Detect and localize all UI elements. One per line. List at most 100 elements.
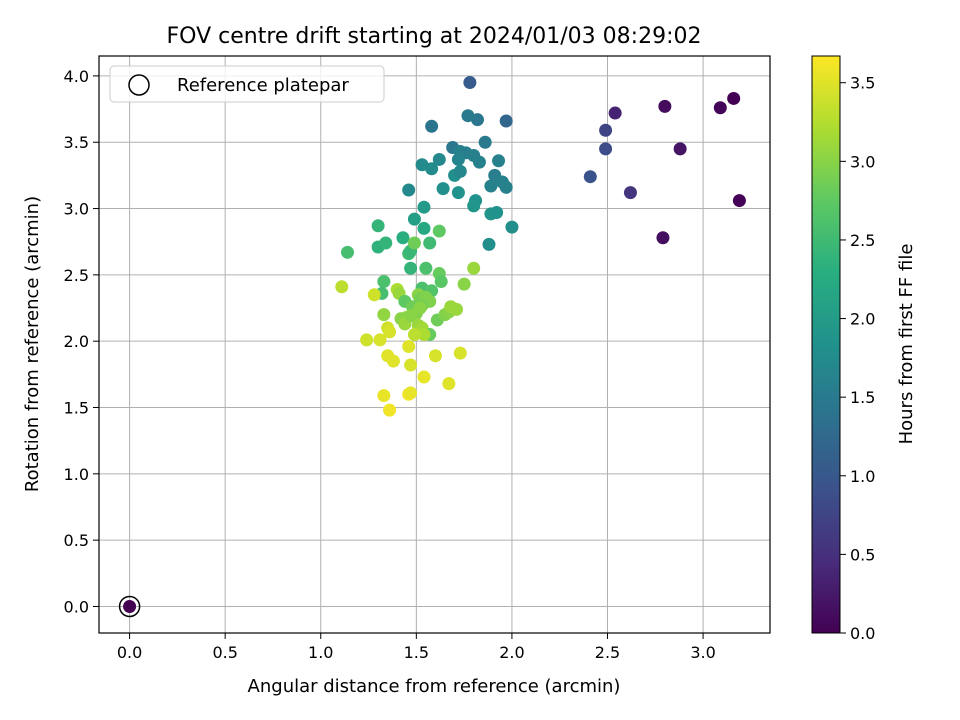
data-point xyxy=(656,231,670,245)
x-tick-label: 0.5 xyxy=(212,643,237,662)
data-point xyxy=(407,236,421,250)
data-point xyxy=(673,142,687,156)
data-point xyxy=(453,164,467,178)
data-point xyxy=(658,99,672,113)
data-point xyxy=(383,325,397,339)
plot-area xyxy=(98,55,771,634)
colorbar-tick-label: 1.5 xyxy=(850,388,875,407)
y-tick-label: 1.0 xyxy=(64,465,89,484)
data-point xyxy=(463,76,477,90)
legend: Reference platepar xyxy=(109,65,385,103)
data-point xyxy=(404,358,418,372)
colorbar-gradient xyxy=(811,55,841,634)
data-point xyxy=(467,199,481,213)
data-point xyxy=(482,237,496,251)
data-point xyxy=(451,186,465,200)
colorbar-tick-label: 3.5 xyxy=(850,74,875,93)
data-point xyxy=(434,274,448,288)
colorbar-tick-label: 2.0 xyxy=(850,310,875,329)
data-point xyxy=(499,180,513,194)
data-point xyxy=(417,221,431,235)
data-point xyxy=(428,349,442,363)
data-point xyxy=(407,328,421,342)
data-point xyxy=(490,206,504,220)
data-point xyxy=(402,183,416,197)
data-point xyxy=(732,194,746,208)
data-point xyxy=(442,377,456,391)
data-point xyxy=(484,179,498,193)
plot-frame xyxy=(98,55,771,634)
data-point xyxy=(436,182,450,196)
colorbar-ticks: 0.0 0.5 1.0 1.5 2.0 2.5 3.0 3.5 xyxy=(840,74,875,643)
colorbar: 0.0 0.5 1.0 1.5 2.0 2.5 3.0 3.5 Hours from firs… xyxy=(811,55,917,643)
x-tick-label: 0.0 xyxy=(117,643,142,662)
data-point xyxy=(417,370,431,384)
data-point xyxy=(417,200,431,214)
legend-box xyxy=(109,65,385,103)
data-point xyxy=(123,599,137,613)
x-axis-label: Angular distance from reference (arcmin) xyxy=(248,676,621,697)
data-point xyxy=(360,333,374,347)
legend-label-reference: Reference platepar xyxy=(177,75,349,96)
data-point xyxy=(492,154,506,168)
data-point xyxy=(423,236,437,250)
data-point xyxy=(449,302,463,316)
plot-background xyxy=(99,56,770,633)
x-axis: 0.0 0.5 1.0 1.5 2.0 2.5 3.0 xyxy=(117,633,716,662)
y-tick-label: 4.0 xyxy=(64,67,89,86)
x-tick-label: 2.0 xyxy=(499,643,524,662)
grid-lines xyxy=(99,56,770,633)
data-point xyxy=(608,106,622,120)
data-point xyxy=(713,101,727,115)
data-point xyxy=(404,261,418,275)
data-point xyxy=(377,274,391,288)
data-point xyxy=(386,354,400,368)
data-point xyxy=(478,135,492,149)
legend-marker-reference xyxy=(128,74,150,96)
data-point xyxy=(404,309,418,323)
data-point xyxy=(432,224,446,238)
data-point xyxy=(367,288,381,302)
data-point xyxy=(383,403,397,417)
data-point xyxy=(472,155,486,169)
colorbar-tick-label: 0.5 xyxy=(850,545,875,564)
colorbar-tick-label: 0.0 xyxy=(850,624,875,643)
data-point xyxy=(453,346,467,360)
data-point xyxy=(461,109,475,123)
data-point xyxy=(402,339,416,353)
data-point xyxy=(425,162,439,176)
data-point xyxy=(599,123,613,137)
y-axis-label: Rotation from reference (arcmin) xyxy=(22,196,43,492)
y-tick-label: 3.0 xyxy=(64,200,89,219)
data-point xyxy=(432,152,446,166)
data-point xyxy=(499,114,513,128)
x-tick-label: 1.0 xyxy=(308,643,333,662)
data-point xyxy=(379,236,393,250)
chart-title: FOV centre drift starting at 2024/01/03 … xyxy=(167,24,702,49)
data-point xyxy=(335,280,349,294)
data-point xyxy=(341,245,355,259)
data-point xyxy=(623,186,637,200)
data-point xyxy=(419,261,433,275)
x-tick-label: 3.0 xyxy=(690,643,715,662)
y-tick-label: 2.0 xyxy=(64,332,89,351)
y-axis: 0.0 0.5 1.0 1.5 2.0 2.5 3.0 3.5 4.0 xyxy=(64,67,99,616)
data-point xyxy=(371,219,385,233)
data-point xyxy=(457,277,471,291)
x-tick-label: 1.5 xyxy=(404,643,429,662)
data-point xyxy=(377,308,391,322)
data-point xyxy=(377,389,391,403)
data-point xyxy=(451,152,465,166)
data-point xyxy=(505,220,519,234)
reference-platepar-marker xyxy=(118,595,141,618)
data-point xyxy=(404,386,418,400)
data-point xyxy=(407,212,421,226)
data-point xyxy=(599,142,613,156)
data-point xyxy=(373,333,387,347)
colorbar-tick-label: 2.5 xyxy=(850,231,875,250)
y-tick-label: 2.5 xyxy=(64,266,89,285)
y-tick-label: 0.5 xyxy=(64,531,89,550)
data-point xyxy=(583,170,597,184)
colorbar-tick-label: 1.0 xyxy=(850,467,875,486)
